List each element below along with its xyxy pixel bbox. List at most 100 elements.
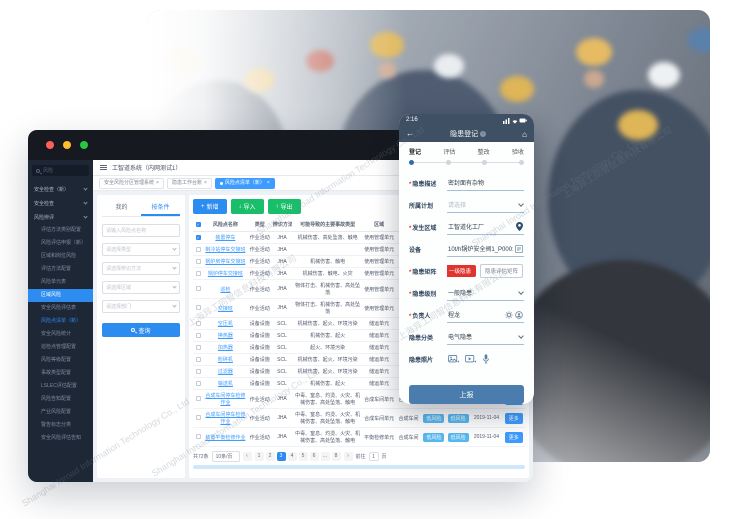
row-checkbox[interactable]	[195, 380, 201, 386]
hazard-matrix-button[interactable]: 隐患评估矩阵	[479, 264, 523, 278]
page-number[interactable]: …	[320, 452, 330, 461]
filter-field[interactable]: 请输入风险点名称	[102, 224, 180, 237]
risk-point-link[interactable]: 输送机	[217, 381, 233, 387]
risk-point-link[interactable]: 锅炉停车交接班	[207, 271, 243, 277]
row-checkbox[interactable]	[195, 258, 201, 264]
device-list-icon[interactable]	[515, 244, 523, 253]
risk-point-link[interactable]: 巡检	[220, 286, 231, 293]
workspace-tab[interactable]: 风险点清单（新）	[214, 177, 275, 189]
per-page-select[interactable]: 10条/页	[211, 451, 240, 462]
close-icon[interactable]	[156, 180, 159, 187]
menu-icon[interactable]	[100, 165, 107, 170]
row-checkbox[interactable]	[195, 415, 201, 421]
risk-point-link[interactable]: 粉碎机	[217, 357, 233, 363]
risk-point-link[interactable]: 锅炉房停车交接班	[205, 259, 246, 265]
row-checkbox[interactable]	[195, 344, 201, 350]
record-audio-icon[interactable]	[482, 354, 490, 364]
row-checkbox[interactable]	[195, 368, 201, 374]
row-checkbox[interactable]	[195, 305, 201, 311]
gear-icon[interactable]	[505, 310, 513, 319]
search-button[interactable]: 查询	[102, 323, 180, 337]
sidebar-subitem[interactable]: 事故类型配置	[41, 370, 72, 376]
sidebar-subitem[interactable]: 警告标志分类	[41, 422, 72, 428]
submit-button[interactable]: 上报	[409, 385, 524, 404]
add-button[interactable]: + 新增	[193, 199, 227, 214]
next-page-button[interactable]	[343, 452, 353, 461]
filter-tab[interactable]: 按条件	[141, 199, 180, 216]
page-number[interactable]: 4	[287, 452, 297, 461]
sidebar-subitem[interactable]: 风险点清单（新）	[41, 318, 82, 324]
hazard-description-input[interactable]: 密封面有杂物	[447, 175, 524, 191]
risk-point-link[interactable]: 过滤器	[217, 369, 233, 375]
sidebar-subitem[interactable]: 安全风险评估表	[41, 305, 77, 311]
sidebar-subitem[interactable]: 风险告知配置	[41, 396, 72, 402]
location-pin-icon[interactable]	[516, 222, 523, 231]
prev-page-button[interactable]	[242, 452, 252, 461]
import-button[interactable]: ↓ 导入	[230, 199, 264, 214]
page-number[interactable]: 3	[276, 452, 286, 461]
sidebar-subitem[interactable]: 评估方法类别配置	[41, 227, 82, 233]
row-more-button[interactable]: 更多	[504, 412, 523, 424]
sidebar-subitem[interactable]: 评估方法配置	[41, 266, 72, 272]
responsible-person-input[interactable]: 程龙	[447, 307, 524, 323]
row-checkbox[interactable]	[195, 356, 201, 362]
close-icon[interactable]	[267, 180, 270, 187]
risk-point-link[interactable]: 合成车间停车检修作业	[205, 412, 246, 425]
filter-field[interactable]: 请选择类型	[102, 243, 180, 256]
goto-page-input[interactable]: 1	[368, 452, 379, 461]
close-window-button[interactable]	[46, 141, 54, 149]
sidebar-subitem[interactable]: 巡检点管理配置	[41, 344, 77, 350]
level-one-hazard-button[interactable]: 一级隐患	[447, 265, 476, 277]
add-video-icon[interactable]	[465, 354, 476, 364]
info-icon[interactable]: ?	[480, 131, 487, 137]
sidebar-subitem[interactable]: 区域和岗位风险	[41, 253, 77, 259]
row-checkbox[interactable]	[195, 320, 201, 326]
row-checkbox[interactable]	[195, 270, 201, 276]
hazard-category-select[interactable]: 电气隐患	[447, 329, 524, 345]
row-more-button[interactable]: 更多	[504, 431, 523, 443]
close-icon[interactable]	[204, 180, 207, 187]
row-checkbox[interactable]	[195, 396, 201, 402]
row-checkbox[interactable]	[195, 332, 201, 338]
occur-area-picker[interactable]: 工智道化工厂	[447, 219, 524, 235]
filter-field[interactable]: 请选择区域	[102, 281, 180, 294]
filter-tab[interactable]: 我的	[115, 205, 128, 211]
sidebar-subitem[interactable]: LSLEC评估配置	[41, 383, 77, 389]
row-checkbox[interactable]	[195, 286, 201, 292]
page-number[interactable]: 2	[265, 452, 275, 461]
sidebar-group[interactable]: 风险辨评	[28, 210, 93, 224]
row-checkbox[interactable]	[195, 246, 201, 252]
horizontal-scrollbar[interactable]	[193, 465, 525, 469]
filter-field[interactable]: 请选择辨识方法	[102, 262, 180, 275]
sidebar-subitem[interactable]: 风险等级配置	[41, 357, 72, 363]
export-button[interactable]: ↑ 导出	[267, 199, 301, 214]
filter-field[interactable]: 请选择部门	[102, 300, 180, 313]
risk-point-link[interactable]: 交接班	[217, 305, 233, 312]
hazard-level-select[interactable]: 一般隐患	[447, 285, 524, 301]
sidebar-subitem[interactable]: 区域风险	[28, 289, 93, 302]
select-all-checkbox[interactable]	[195, 221, 201, 227]
risk-point-link[interactable]: 装置停车	[215, 235, 236, 241]
risk-point-link[interactable]: 制冷站停车交接班	[205, 247, 246, 253]
sidebar-group[interactable]: 安全检查	[28, 196, 93, 210]
workspace-tab[interactable]: 隐患工作台账	[166, 177, 212, 189]
workspace-tab[interactable]: 安全风险分区管理系统	[99, 177, 164, 189]
risk-point-link[interactable]: 加热器	[217, 345, 233, 351]
maximize-window-button[interactable]	[80, 141, 88, 149]
page-number[interactable]: 8	[331, 452, 341, 461]
page-number[interactable]: 1	[254, 452, 264, 461]
back-arrow-icon[interactable]: ←	[406, 129, 414, 138]
sidebar-subitem[interactable]: 产业风险配置	[41, 409, 72, 415]
risk-point-link[interactable]: 装置平衡检修作业	[205, 434, 246, 441]
sidebar-subitem[interactable]: 安全风险统计	[41, 331, 72, 337]
contact-picker-icon[interactable]	[515, 310, 523, 319]
risk-point-link[interactable]: 合成车间停车检修作业	[205, 393, 246, 406]
sidebar-subitem[interactable]: 风险评估申报（新）	[41, 240, 87, 246]
minimize-window-button[interactable]	[63, 141, 71, 149]
sidebar-group[interactable]: 安全检查（新）	[28, 182, 93, 196]
sidebar-subitem[interactable]: 风险单元表	[41, 279, 67, 285]
row-checkbox[interactable]	[195, 434, 201, 440]
plan-select[interactable]: 请选择	[447, 197, 524, 213]
add-photo-icon[interactable]	[448, 354, 459, 364]
risk-point-link[interactable]: 空压机	[217, 321, 233, 327]
